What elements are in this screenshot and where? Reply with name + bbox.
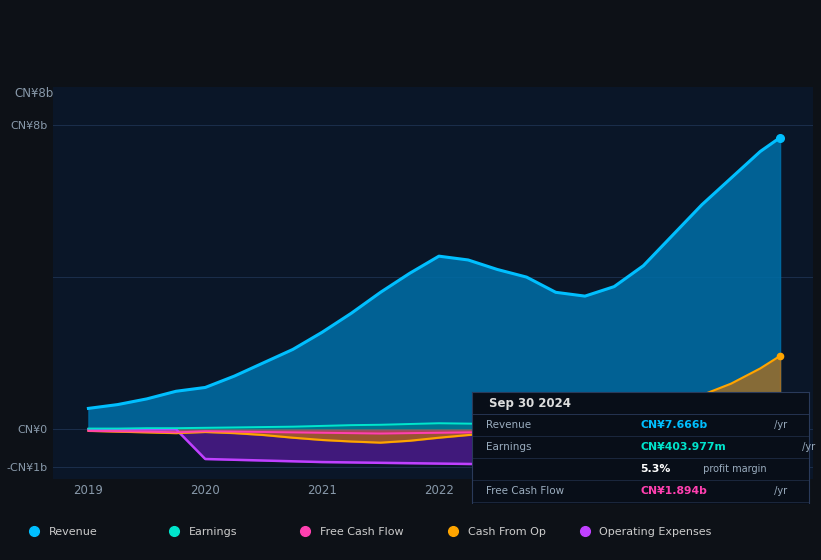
Text: Cash From Op: Cash From Op — [485, 508, 558, 518]
Text: /yr: /yr — [771, 508, 787, 518]
Text: profit margin: profit margin — [700, 464, 767, 474]
Text: Free Cash Flow: Free Cash Flow — [485, 486, 564, 496]
Text: 5.3%: 5.3% — [640, 464, 671, 474]
Text: CN¥1.894b: CN¥1.894b — [640, 486, 707, 496]
Text: CN¥8b: CN¥8b — [15, 87, 54, 100]
Text: CN¥2.225b: CN¥2.225b — [640, 530, 708, 540]
Text: Revenue: Revenue — [485, 420, 530, 430]
Text: CN¥1.930b: CN¥1.930b — [640, 508, 707, 518]
Text: /yr: /yr — [771, 420, 787, 430]
Text: CN¥7.666b: CN¥7.666b — [640, 420, 708, 430]
Text: Cash From Op: Cash From Op — [468, 527, 546, 537]
Text: Operating Expenses: Operating Expenses — [485, 530, 591, 540]
Text: /yr: /yr — [800, 442, 815, 452]
Text: Earnings: Earnings — [189, 527, 237, 537]
Text: Operating Expenses: Operating Expenses — [599, 527, 712, 537]
Text: CN¥403.977m: CN¥403.977m — [640, 442, 726, 452]
Text: Sep 30 2024: Sep 30 2024 — [489, 396, 571, 409]
Text: /yr: /yr — [771, 530, 787, 540]
Text: Earnings: Earnings — [485, 442, 531, 452]
Text: Free Cash Flow: Free Cash Flow — [320, 527, 404, 537]
Text: /yr: /yr — [771, 486, 787, 496]
Text: Revenue: Revenue — [49, 527, 98, 537]
